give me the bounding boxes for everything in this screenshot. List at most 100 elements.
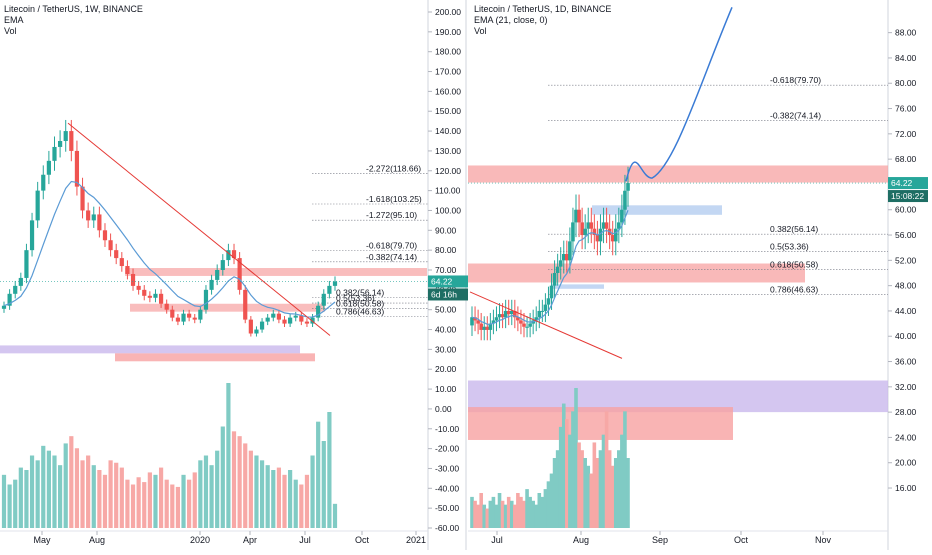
volume-bar-1-38[interactable] [586, 465, 591, 528]
candle-body-1-30[interactable] [561, 254, 566, 261]
volume-bar-1-0[interactable] [470, 496, 474, 528]
volume-bar-0-3[interactable] [18, 467, 23, 528]
volume-bar-1-23[interactable] [540, 496, 545, 528]
volume-bar-1-4[interactable] [482, 504, 487, 528]
support-zone-red[interactable] [115, 353, 315, 362]
candle-body-0-54[interactable] [304, 321, 310, 324]
candle-body-1-38[interactable] [586, 222, 591, 229]
volume-bar-1-27[interactable] [552, 458, 557, 528]
candle-body-0-41[interactable] [231, 250, 237, 259]
volume-bar-0-56[interactable] [316, 421, 321, 528]
volume-bar-0-30[interactable] [170, 484, 175, 529]
volume-bar-1-47[interactable] [613, 458, 618, 528]
candle-body-1-12[interactable] [506, 310, 511, 315]
candle-body-0-34[interactable] [192, 317, 197, 320]
volume-bar-1-33[interactable] [571, 411, 575, 528]
volume-bar-1-1[interactable] [473, 500, 477, 528]
volume-bar-0-29[interactable] [164, 479, 169, 528]
volume-bar-1-41[interactable] [595, 458, 600, 528]
candle-body-0-53[interactable] [299, 315, 304, 322]
volume-bar-0-4[interactable] [24, 470, 29, 528]
volume-bar-0-51[interactable] [288, 470, 293, 528]
candle-body-0-19[interactable] [108, 240, 113, 251]
volume-bar-1-36[interactable] [580, 450, 584, 528]
candle-body-1-25[interactable] [546, 298, 551, 305]
candle-body-0-13[interactable] [74, 150, 80, 187]
candle-body-0-21[interactable] [119, 258, 124, 267]
vol-zone-red-right[interactable] [468, 407, 733, 440]
volume-bar-0-31[interactable] [175, 486, 181, 528]
candle-body-1-35[interactable] [577, 209, 581, 223]
volume-bar-0-34[interactable] [192, 472, 197, 528]
candle-body-1-29[interactable] [558, 260, 563, 267]
candle-body-1-40[interactable] [592, 228, 597, 236]
volume-bar-1-21[interactable] [534, 504, 539, 528]
volume-bar-0-37[interactable] [209, 465, 214, 528]
candle-body-1-31[interactable] [565, 254, 569, 261]
candle-body-0-31[interactable] [175, 317, 181, 322]
candle-body-1-4[interactable] [482, 326, 487, 330]
candle-body-1-15[interactable] [516, 317, 520, 321]
volume-bar-1-20[interactable] [531, 500, 535, 528]
volume-bar-0-0[interactable] [1, 474, 7, 528]
candle-body-1-18[interactable] [525, 326, 529, 328]
volume-bar-1-40[interactable] [592, 442, 597, 528]
candle-body-1-0[interactable] [470, 317, 474, 326]
volume-bar-0-48[interactable] [271, 470, 276, 528]
candle-body-0-23[interactable] [130, 273, 136, 286]
candle-body-0-2[interactable] [13, 285, 18, 294]
candle-body-1-19[interactable] [528, 323, 532, 327]
candle-body-0-39[interactable] [220, 260, 225, 270]
candle-body-1-6[interactable] [488, 323, 493, 330]
volume-bar-0-14[interactable] [80, 460, 85, 528]
volume-bar-0-47[interactable] [265, 465, 270, 528]
candle-body-1-43[interactable] [601, 222, 606, 229]
volume-bar-0-42[interactable] [237, 436, 242, 528]
candle-body-0-33[interactable] [187, 313, 192, 318]
candle-body-0-50[interactable] [282, 319, 287, 324]
candle-body-1-8[interactable] [494, 317, 499, 321]
volume-bar-0-54[interactable] [304, 474, 310, 528]
volume-bar-0-45[interactable] [254, 455, 259, 529]
volume-bar-1-2[interactable] [476, 504, 480, 528]
candle-body-1-27[interactable] [552, 272, 557, 286]
candle-body-0-11[interactable] [63, 131, 68, 141]
left-indicator-vol[interactable]: Vol [4, 26, 17, 36]
volume-bar-0-15[interactable] [86, 455, 91, 529]
volume-bar-0-50[interactable] [282, 474, 287, 528]
volume-bar-0-2[interactable] [13, 479, 18, 528]
volume-bar-1-45[interactable] [607, 450, 612, 528]
candle-body-0-4[interactable] [24, 250, 29, 278]
volume-bar-0-10[interactable] [58, 465, 63, 528]
volume-bar-1-3[interactable] [479, 493, 483, 528]
candle-body-0-42[interactable] [237, 258, 242, 290]
candle-body-1-13[interactable] [509, 310, 514, 315]
volume-bar-1-6[interactable] [488, 500, 493, 528]
volume-bar-0-8[interactable] [46, 450, 51, 528]
volume-bar-1-22[interactable] [537, 493, 542, 528]
candle-body-0-27[interactable] [153, 293, 158, 298]
candle-body-1-24[interactable] [543, 304, 548, 311]
candle-body-0-47[interactable] [265, 317, 270, 322]
candle-body-0-40[interactable] [226, 250, 231, 261]
candle-body-0-14[interactable] [80, 186, 85, 211]
candle-body-0-25[interactable] [142, 289, 147, 296]
candle-body-0-35[interactable] [198, 309, 203, 320]
volume-bar-0-6[interactable] [35, 460, 40, 528]
candle-body-0-57[interactable] [321, 293, 326, 306]
candle-body-0-29[interactable] [164, 303, 169, 310]
volume-bar-1-42[interactable] [598, 450, 603, 528]
candle-body-1-47[interactable] [613, 228, 618, 242]
candle-body-0-17[interactable] [97, 214, 102, 231]
right-indicator-vol[interactable]: Vol [474, 26, 487, 36]
candle-body-0-48[interactable] [271, 313, 276, 318]
volume-bar-0-12[interactable] [69, 436, 74, 528]
volume-bar-1-51[interactable] [626, 458, 630, 528]
candle-body-1-3[interactable] [479, 323, 483, 330]
volume-bar-0-18[interactable] [102, 474, 108, 528]
candle-body-0-0[interactable] [1, 305, 7, 309]
volume-bar-0-32[interactable] [181, 474, 186, 528]
candle-body-0-58[interactable] [327, 285, 332, 294]
volume-bar-1-31[interactable] [565, 419, 569, 528]
